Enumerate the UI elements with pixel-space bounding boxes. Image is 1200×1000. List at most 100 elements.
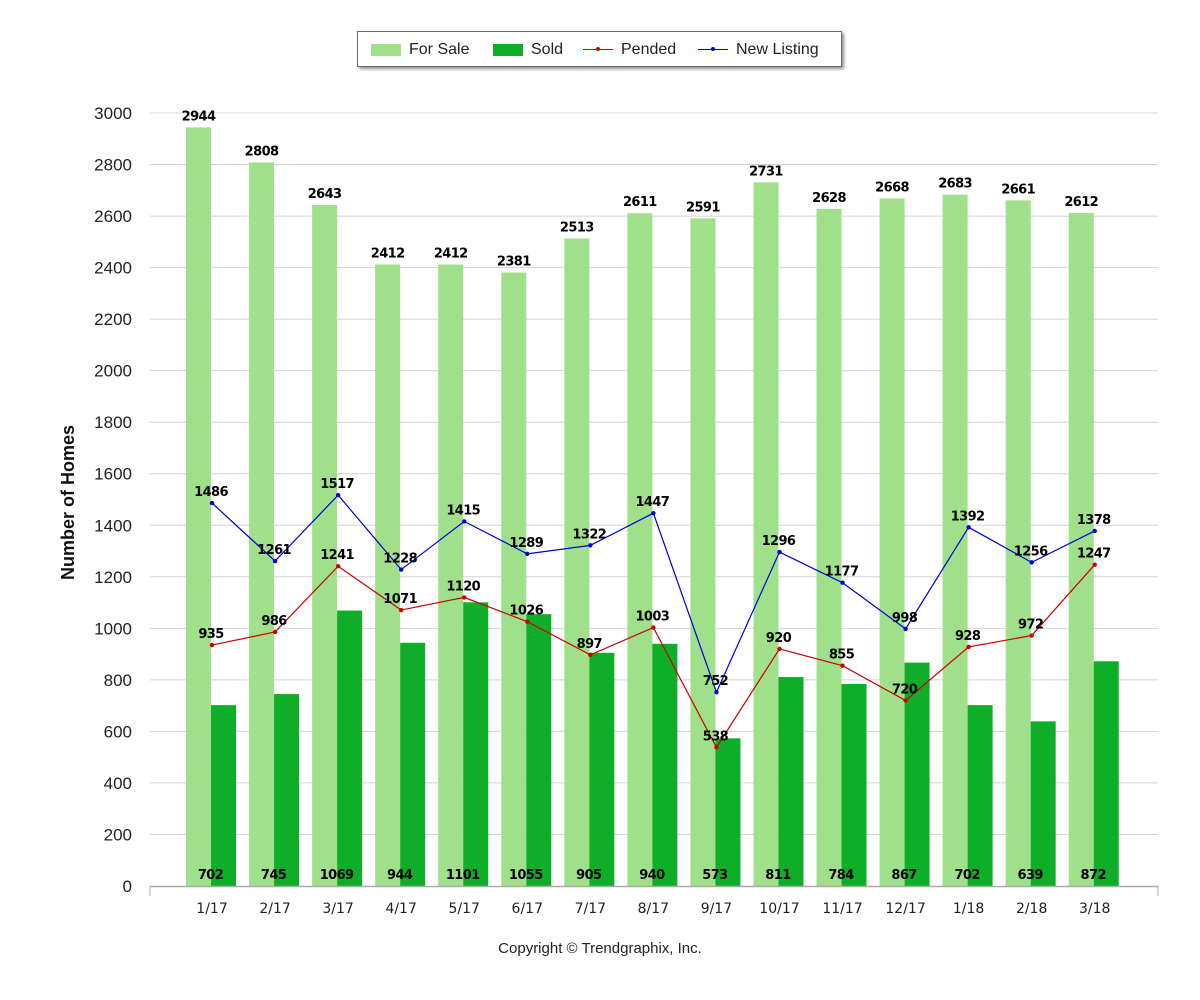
new-listing-point [840,580,845,585]
x-tick-label: 12/17 [885,901,925,917]
new-listing-data-label: 1228 [383,552,417,567]
new-listing-point [588,543,593,548]
new-listing-data-label: 1415 [446,503,480,518]
new-listing-point [1092,528,1097,534]
x-tick-label: 9/17 [701,901,732,917]
for-sale-bar [753,182,779,887]
sold-data-label: 702 [954,868,979,883]
for-sale-bar [186,127,212,887]
y-tick-label: 800 [104,671,132,690]
y-tick-label: 2400 [94,259,132,278]
y-tick-label: 2000 [94,362,132,381]
copyright-text: Copyright © Trendgraphix, Inc. [498,940,702,957]
chart-legend: For Sale Sold Pended New Listing [357,31,842,67]
new-listing-point [903,626,908,632]
y-tick-label: 2200 [94,310,132,329]
for-sale-data-label: 2661 [1001,182,1035,197]
pended-marker-swatch [596,47,600,51]
for-sale-bar [1068,212,1094,886]
pended-point [714,745,719,750]
for-sale-bar [312,204,338,886]
for-sale-data-label: 2513 [560,220,594,235]
pended-point [903,698,908,703]
for-sale-data-label: 2612 [1064,195,1098,210]
sold-data-label: 745 [261,868,287,883]
y-tick-label: 400 [104,774,132,793]
for-sale-swatch [371,44,401,56]
pended-point [272,629,278,635]
pended-data-label: 855 [829,648,855,663]
sold-data-label: 1055 [509,868,543,883]
sold-data-label: 905 [576,868,602,883]
pended-point [1092,562,1097,567]
new-listing-point [272,558,278,564]
legend-label-for-sale: For Sale [409,41,470,58]
new-listing-data-label: 1447 [635,495,669,510]
sold-data-label: 944 [387,868,413,883]
pended-data-label: 986 [261,614,287,629]
sold-bar [1093,661,1119,886]
x-tick-label: 2/17 [259,901,290,917]
sold-bar [841,683,867,886]
y-tick-label: 1800 [94,413,132,432]
y-tick-label: 2600 [94,207,132,226]
sold-data-label: 867 [891,868,917,883]
new-listing-point [462,519,467,524]
x-tick-label: 2/18 [1016,901,1047,917]
new-listing-data-label: 1517 [320,477,354,492]
for-sale-bar [690,218,716,886]
pended-data-label: 1241 [320,548,354,563]
sold-bar [211,705,237,886]
for-sale-bar [375,264,401,886]
sold-bar [967,705,993,886]
y-tick-label: 1000 [94,619,132,638]
new-listing-data-label: 1322 [572,527,606,542]
new-listing-data-label: 1256 [1014,544,1048,559]
pended-data-label: 1120 [446,579,480,594]
pended-point [398,607,404,613]
sold-bar [400,642,426,886]
pended-data-label: 1003 [635,610,669,625]
new-listing-point [651,510,656,516]
new-listing-data-label: 1177 [825,565,859,580]
y-tick-label: 3000 [94,104,132,123]
new-listing-point [714,690,719,695]
for-sale-data-label: 2683 [938,177,972,192]
for-sale-bar [249,162,275,887]
pended-data-label: 720 [892,682,918,697]
pended-data-label: 920 [766,631,792,646]
pended-point [966,644,971,650]
y-tick-label: 200 [104,825,132,844]
new-listing-point [525,551,530,557]
new-listing-point [1029,560,1034,565]
x-tick-label: 1/18 [953,901,984,917]
y-axis-title: Number of Homes [58,425,78,580]
for-sale-data-label: 2668 [875,181,909,196]
y-tick-label: 0 [123,877,132,896]
pended-data-label: 935 [198,627,224,642]
sold-bar [904,662,930,886]
sold-data-label: 940 [639,868,665,883]
sold-bar [274,694,300,886]
new-listing-data-label: 1392 [951,509,985,524]
for-sale-data-label: 2808 [245,144,279,159]
sold-data-label: 811 [765,868,791,883]
for-sale-data-label: 2944 [182,109,216,124]
for-sale-bar [1005,200,1031,886]
for-sale-data-label: 2731 [749,164,783,179]
for-sale-data-label: 2591 [686,200,720,215]
pended-point [462,595,467,600]
y-tick-label: 1400 [94,516,132,535]
legend-label-new-listing: New Listing [736,41,819,58]
pended-point [840,663,845,668]
sold-bar [337,610,363,886]
for-sale-data-label: 2381 [497,254,531,269]
for-sale-bar [438,264,464,886]
sold-bar [778,677,804,886]
sold-bar [589,652,615,886]
for-sale-bar [501,272,527,886]
new-listing-point [966,525,971,530]
pended-point [1029,633,1034,638]
for-sale-data-label: 2412 [371,247,405,262]
new-listing-data-label: 998 [892,611,918,626]
